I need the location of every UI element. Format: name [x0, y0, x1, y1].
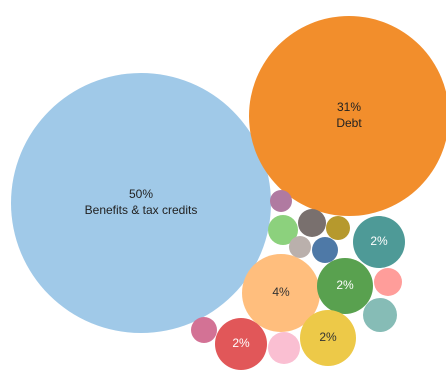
bubble-10 — [326, 216, 350, 240]
bubble-circle — [326, 216, 350, 240]
bubble-circle — [270, 190, 292, 212]
bubble-circle — [268, 215, 298, 245]
bubble-13 — [374, 268, 402, 296]
bubble-circle — [353, 216, 405, 268]
bubble-3: 2% — [353, 216, 405, 268]
bubble-circle — [215, 318, 267, 370]
bubble-category-label: Debt — [336, 116, 362, 130]
bubble-12 — [312, 237, 338, 263]
bubble-15 — [191, 317, 217, 343]
bubble-value-label: 4% — [272, 285, 290, 299]
bubble-7 — [270, 190, 292, 212]
bubble-value-label: 2% — [370, 234, 388, 248]
bubble-circle — [300, 310, 356, 366]
bubble-value-label: 31% — [337, 100, 361, 114]
bubble-value-label: 2% — [319, 330, 337, 344]
bubble-circle — [191, 317, 217, 343]
bubble-16 — [268, 332, 300, 364]
bubble-category-label: Benefits & tax credits — [85, 203, 198, 217]
bubble-value-label: 2% — [336, 278, 354, 292]
bubble-4: 2% — [317, 258, 373, 314]
bubble-circle — [249, 16, 446, 216]
bubble-value-label: 50% — [129, 187, 153, 201]
bubble-14 — [363, 298, 397, 332]
bubble-circle — [298, 209, 326, 237]
bubble-6: 2% — [215, 318, 267, 370]
bubble-circle — [317, 258, 373, 314]
bubble-1: 31% Debt — [249, 16, 446, 216]
bubble-5: 2% — [300, 310, 356, 366]
bubble-9 — [298, 209, 326, 237]
bubble-circle — [312, 237, 338, 263]
bubble-circle — [268, 332, 300, 364]
bubble-11 — [289, 236, 311, 258]
bubble-circle — [374, 268, 402, 296]
bubble-2: 4% — [242, 254, 320, 332]
bubble-circle — [11, 73, 271, 333]
bubble-value-label: 2% — [232, 336, 250, 350]
bubble-0: 50% Benefits & tax credits — [11, 73, 271, 333]
bubble-8 — [268, 215, 298, 245]
bubble-circle — [363, 298, 397, 332]
bubble-circle — [242, 254, 320, 332]
bubble-circle — [289, 236, 311, 258]
